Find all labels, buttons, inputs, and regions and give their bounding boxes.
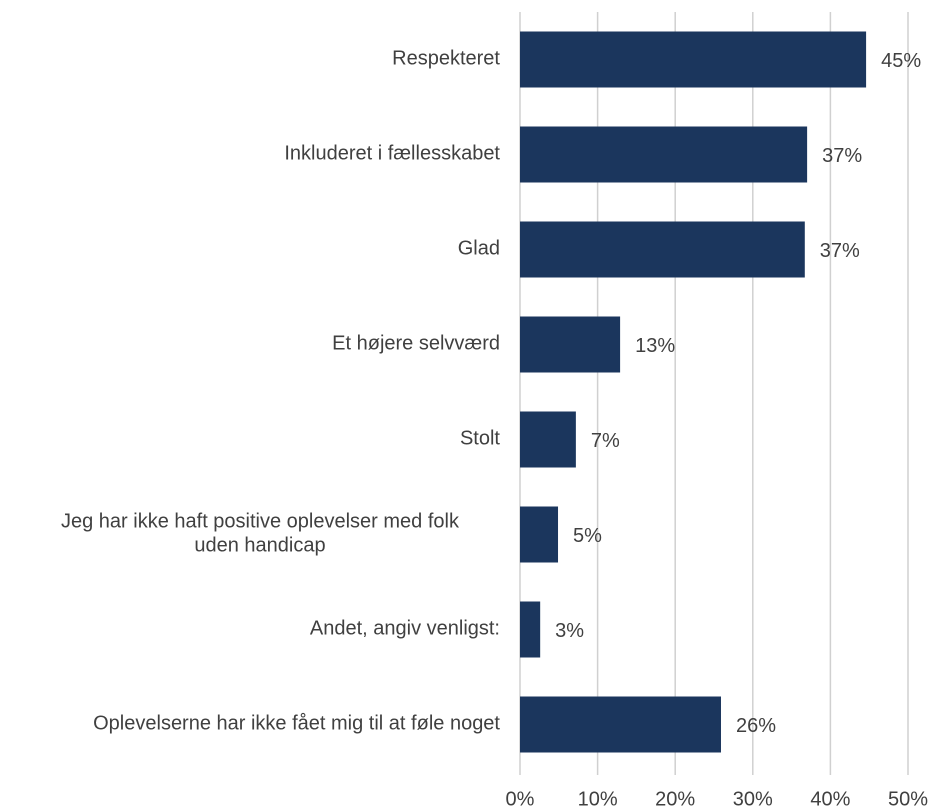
x-tick-label: 30%: [733, 788, 773, 810]
bar: [520, 411, 576, 468]
category-label: Et højere selvværd: [332, 333, 500, 355]
x-tick-label: 0%: [506, 788, 535, 810]
value-label: 26%: [736, 715, 776, 737]
value-label: 13%: [635, 335, 675, 357]
category-label: Inkluderet i fællesskabet: [284, 143, 500, 165]
x-tick-label: 10%: [578, 788, 618, 810]
bar: [520, 601, 541, 658]
x-tick-label: 50%: [888, 788, 928, 810]
bar: [520, 221, 805, 278]
value-label: 5%: [573, 525, 602, 547]
value-label: 3%: [555, 620, 584, 642]
category-label: Respekteret: [392, 48, 500, 70]
bar: [520, 126, 808, 183]
value-label: 37%: [822, 145, 862, 167]
bar: [520, 696, 721, 753]
category-label: Stolt: [460, 428, 500, 450]
bar: [520, 506, 559, 563]
value-label: 7%: [591, 430, 620, 452]
category-label: Oplevelserne har ikke fået mig til at fø…: [93, 713, 500, 735]
category-label: Andet, angiv venligst:: [310, 618, 500, 640]
x-tick-label: 20%: [655, 788, 695, 810]
value-label: 45%: [881, 50, 921, 72]
category-label: Glad: [458, 238, 500, 260]
bar: [520, 316, 621, 373]
category-label: Jeg har ikke haft positive oplevelser me…: [61, 511, 460, 557]
value-label: 37%: [820, 240, 860, 262]
x-tick-label: 40%: [810, 788, 850, 810]
bar: [520, 31, 867, 88]
